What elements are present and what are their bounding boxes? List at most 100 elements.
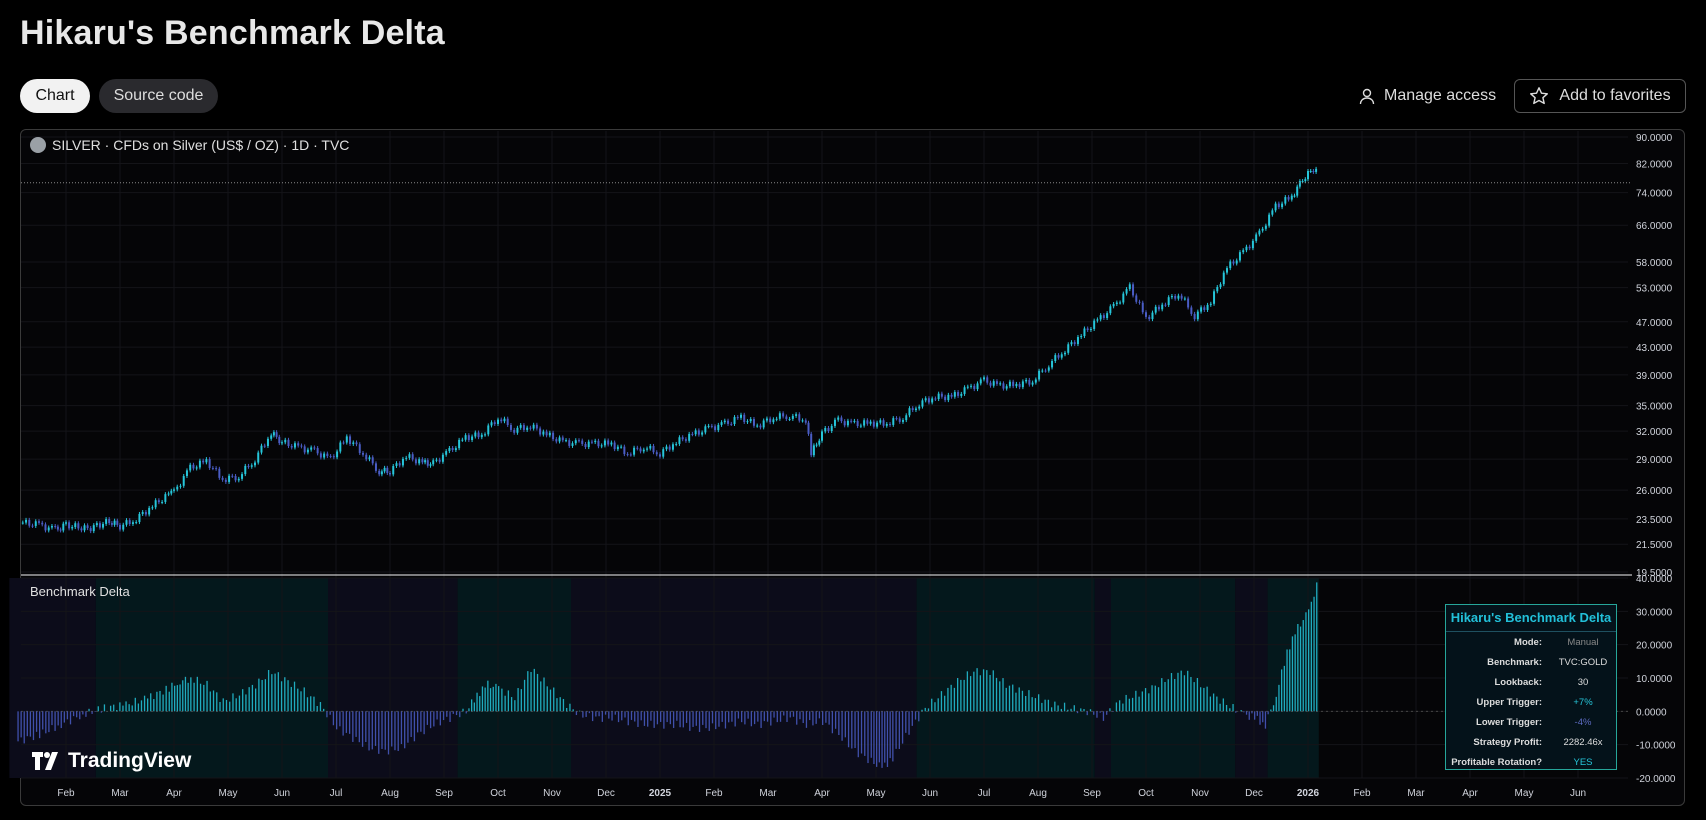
delta-bar	[51, 711, 53, 726]
price-candle	[1086, 328, 1089, 330]
price-candle	[743, 414, 746, 422]
price-candle	[195, 467, 198, 469]
manage-access-button[interactable]: Manage access	[1358, 79, 1496, 113]
price-candle	[224, 479, 227, 482]
price-candle	[448, 448, 451, 452]
price-candle	[1109, 306, 1112, 314]
price-candle	[424, 460, 427, 463]
price-candle	[840, 417, 843, 422]
price-candle	[164, 494, 167, 502]
delta-bar	[1041, 702, 1043, 712]
delta-bar	[1278, 684, 1280, 712]
delta-bar	[783, 711, 785, 716]
price-candle	[408, 454, 411, 458]
delta-bar	[982, 669, 985, 712]
price-candle	[587, 441, 590, 448]
delta-bar	[222, 698, 224, 712]
time-axis-label: Oct	[1138, 788, 1154, 799]
delta-bar	[1289, 649, 1291, 712]
price-candle	[68, 522, 71, 529]
stats-value: TVC:GOLD	[1558, 656, 1608, 668]
delta-bar	[892, 711, 894, 762]
delta-bar	[91, 711, 93, 714]
price-candle	[616, 446, 619, 450]
price-axis-label: 32.0000	[1636, 427, 1673, 438]
delta-bar	[763, 711, 765, 722]
price-candle	[1196, 311, 1199, 320]
time-axis-label: Aug	[1029, 788, 1047, 799]
tab-chart[interactable]: Chart	[20, 79, 90, 113]
delta-bar	[995, 677, 998, 712]
delta-bar	[1144, 688, 1147, 712]
delta-bar	[1235, 711, 1237, 713]
price-candle	[189, 464, 192, 471]
time-axis-label: Sep	[1083, 788, 1101, 799]
price-candle	[678, 437, 681, 444]
price-candle	[869, 421, 872, 424]
price-candle	[329, 456, 332, 458]
delta-bar	[685, 711, 688, 723]
delta-bar	[235, 698, 237, 712]
delta-bar	[423, 711, 425, 735]
price-candle	[303, 446, 306, 453]
delta-bar	[476, 692, 478, 712]
delta-bar	[319, 702, 322, 712]
price-candle	[675, 443, 678, 445]
delta-bar	[473, 702, 475, 712]
delta-bar	[1141, 691, 1143, 712]
time-axis-label: Mar	[111, 788, 129, 799]
tab-source-code[interactable]: Source code	[99, 79, 218, 113]
price-candle	[362, 452, 364, 455]
price-candle	[38, 521, 40, 523]
price-candle	[1038, 370, 1041, 380]
delta-bar	[404, 711, 406, 749]
price-candle	[824, 427, 827, 432]
delta-bar	[721, 711, 723, 722]
price-candle	[54, 526, 57, 528]
silver-symbol-icon	[30, 137, 46, 153]
price-candle	[1034, 379, 1037, 383]
price-candle	[432, 460, 435, 465]
price-candle	[192, 464, 195, 469]
delta-bar	[100, 711, 103, 713]
delta-bar	[1183, 675, 1186, 712]
price-candle	[74, 523, 77, 528]
delta-bar	[400, 711, 403, 745]
price-candle	[704, 426, 707, 433]
delta-bar	[489, 688, 492, 712]
price-candle	[908, 408, 911, 416]
delta-bar	[1063, 702, 1066, 712]
delta-bar	[540, 681, 542, 712]
delta-bar	[617, 711, 620, 723]
price-candle	[355, 442, 358, 445]
price-candle	[1002, 383, 1005, 389]
delta-bar	[692, 711, 694, 727]
stats-table: Hikaru's Benchmark Delta Mode: Manual Benc…	[1445, 604, 1617, 770]
delta-bar	[870, 711, 872, 758]
price-candle	[1229, 261, 1232, 269]
price-candle	[697, 430, 700, 435]
delta-bar	[261, 679, 263, 712]
delta-bar	[255, 688, 257, 712]
price-candle	[1245, 246, 1248, 251]
price-candle	[850, 420, 853, 422]
price-candle	[426, 460, 429, 466]
price-candle	[1213, 291, 1216, 304]
delta-bar	[969, 676, 972, 712]
tradingview-logo-text: TradingView	[68, 749, 192, 772]
price-candle	[254, 462, 256, 466]
delta-bar	[339, 711, 341, 727]
delta-bar	[449, 711, 451, 722]
price-candle	[237, 478, 240, 481]
delta-bar	[1018, 687, 1020, 712]
add-to-favorites-button[interactable]: Add to favorites	[1514, 79, 1686, 113]
time-axis-label: Apr	[166, 788, 182, 799]
delta-bar	[864, 711, 866, 756]
price-axis-label: 58.0000	[1636, 258, 1673, 269]
price-candle	[1080, 336, 1083, 338]
price-candle	[578, 440, 580, 442]
price-candle	[1304, 179, 1307, 182]
price-candle	[999, 383, 1002, 385]
delta-bar	[666, 711, 668, 723]
